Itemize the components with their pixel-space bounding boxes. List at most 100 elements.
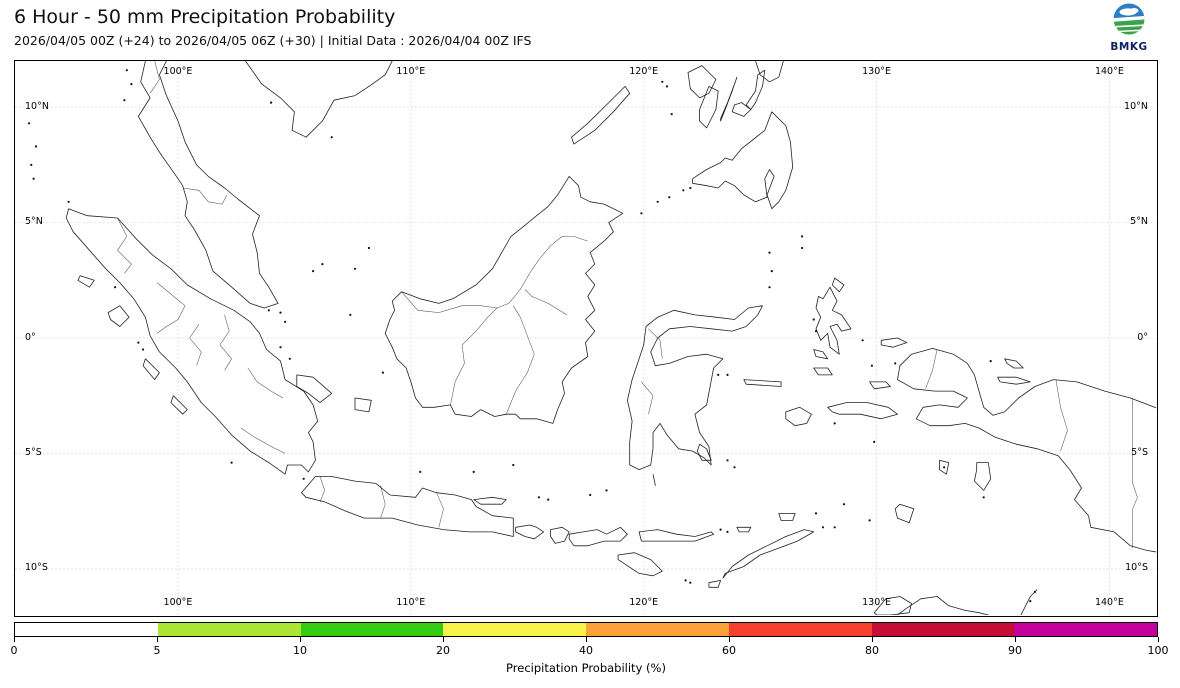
colorbar-segment-0 xyxy=(15,623,158,636)
islet-dot xyxy=(537,496,541,499)
lon-label-bottom-120: 120°E xyxy=(629,597,659,608)
admin-border-kalteng-kaltim xyxy=(506,305,535,415)
coastline-yapen xyxy=(997,376,1031,385)
admin-border-sumatra-prov-6 xyxy=(240,427,286,454)
islet-dot xyxy=(30,163,33,166)
colorbar-tick-80 xyxy=(871,637,873,642)
colorbar-tick-label-5: 5 xyxy=(153,644,161,657)
coastline-flores xyxy=(638,529,714,542)
coastline-sumbawa xyxy=(568,526,628,547)
coastline-leyte xyxy=(745,69,766,110)
coastline-nias xyxy=(107,305,130,327)
islet-dot xyxy=(512,463,515,467)
admin-border-java-prov-3 xyxy=(436,492,444,528)
islet-dot xyxy=(801,235,804,238)
colorbar-tick-label-0: 0 xyxy=(10,644,18,657)
lon-label-bottom-100: 100°E xyxy=(163,597,193,608)
islet-dot xyxy=(656,200,659,203)
islet-dot xyxy=(472,470,475,473)
islet-dot xyxy=(733,466,736,469)
admin-border-sulawesi-prov-2 xyxy=(641,381,654,415)
islet-dot xyxy=(321,263,324,266)
colorbar-label: Precipitation Probability (%) xyxy=(506,661,666,675)
coastline-wetar xyxy=(778,513,796,521)
page-subtitle: 2026/04/05 00Z (+24) to 2026/04/05 06Z (… xyxy=(14,33,532,48)
islet-dot xyxy=(870,364,874,367)
islet-dot xyxy=(689,186,692,190)
islet-dot xyxy=(801,246,804,250)
lon-label-bottom-140: 140°E xyxy=(1094,597,1124,608)
islet-dot xyxy=(302,477,305,480)
islet-dot xyxy=(726,459,729,462)
islet-dot xyxy=(114,286,117,289)
islet-dot xyxy=(267,309,270,312)
islet-dot xyxy=(367,246,370,250)
admin-border-sumatra-prov-5 xyxy=(247,367,283,399)
lat-label-left--10: 10°S xyxy=(25,562,48,574)
coastline-selayar xyxy=(652,474,656,486)
coastline-tanimbar xyxy=(894,503,915,524)
coastline-cebu xyxy=(720,76,738,122)
coastline-timor xyxy=(722,529,815,579)
admin-border-kalimantan-malaysia xyxy=(401,236,588,313)
coastline-borneo xyxy=(384,176,624,424)
lon-label-top-100: 100°E xyxy=(163,66,193,77)
coastline-sumatra xyxy=(65,208,319,475)
admin-border-sumatra-prov-2 xyxy=(156,282,186,334)
islet-dot xyxy=(288,357,291,360)
lat-label-left-10: 10°N xyxy=(25,100,49,112)
islet-dot xyxy=(717,373,720,376)
coastline-samar xyxy=(755,61,784,83)
admin-border-myanmar-thailand xyxy=(149,61,160,94)
lat-label-left-5: 5°N xyxy=(25,216,43,228)
coastline-bacan xyxy=(813,349,829,360)
islet-dot xyxy=(842,503,846,506)
colorbar-tick-5 xyxy=(156,637,158,642)
coastline-sumba xyxy=(617,552,663,577)
colorbar-segment-5 xyxy=(728,623,872,636)
map-canvas: 100°E 100°E 110°E 110°E 120°E 120°E 130°E 130°E… xyxy=(14,60,1158,617)
bmkg-logo-text: BMKG xyxy=(1110,41,1148,53)
islet-dot xyxy=(130,83,133,86)
islet-dot xyxy=(894,362,897,365)
coastline-lombok xyxy=(550,526,570,544)
islet-dot xyxy=(67,200,70,203)
islet-dot xyxy=(682,189,685,192)
coastline-halmahera xyxy=(815,286,852,355)
lat-label-left--5: 5°S xyxy=(25,446,42,458)
islet-dot xyxy=(719,528,722,531)
islet-dot xyxy=(670,113,673,116)
admin-border-sumatra-prov-3 xyxy=(189,324,202,366)
admin-border-sumatra-prov-4 xyxy=(219,314,232,371)
bmkg-logo: BMKG xyxy=(1102,2,1156,53)
colorbar-tick-90 xyxy=(1014,637,1016,642)
islet-dot xyxy=(381,371,384,374)
islet-dot xyxy=(665,85,669,88)
lat-label-right-0: 0° xyxy=(1137,331,1148,343)
islet-dot xyxy=(726,373,729,376)
lat-label-right-5: 5°N xyxy=(1130,216,1148,228)
islet-dot xyxy=(814,512,818,515)
islet-dot xyxy=(640,212,643,215)
coastline-misool xyxy=(869,381,891,390)
islet-dot xyxy=(279,346,282,349)
islet-dot xyxy=(821,526,825,529)
lon-label-bottom-110: 110°E xyxy=(396,597,426,608)
coastline-palawan xyxy=(571,86,631,145)
islet-dot xyxy=(770,270,773,273)
islet-dot xyxy=(684,579,687,582)
colorbar-tick-label-40: 40 xyxy=(579,644,593,657)
lat-label-right--10: 10°S xyxy=(1125,562,1148,574)
islet-dot xyxy=(768,251,771,254)
colorbar-tick-label-90: 90 xyxy=(1008,644,1022,657)
islet-dot xyxy=(123,99,126,102)
coastline-alor xyxy=(736,526,752,533)
colorbar-tick-label-20: 20 xyxy=(436,644,450,657)
islet-dot xyxy=(989,360,992,363)
coastline-waigeo xyxy=(880,337,908,348)
colorbar-tick-40 xyxy=(585,637,587,642)
islet-dot xyxy=(1029,600,1032,603)
islet-dot xyxy=(868,519,871,522)
admin-border-malaysia-thailand xyxy=(182,187,228,205)
